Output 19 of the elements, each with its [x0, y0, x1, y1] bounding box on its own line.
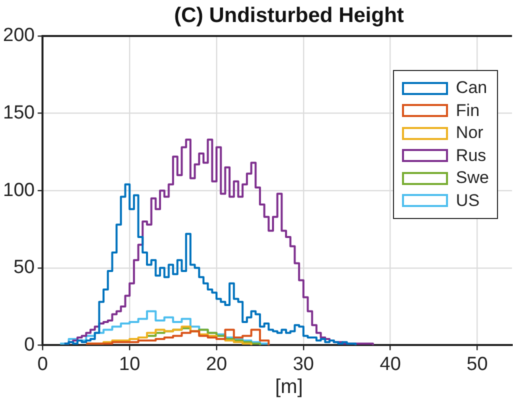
y-tick-label: 100: [3, 180, 35, 201]
legend-label: Rus: [456, 146, 486, 166]
x-tick-label: 40: [380, 354, 401, 375]
x-tick-label: 0: [37, 354, 48, 375]
x-tick-label: 20: [206, 354, 228, 375]
y-tick-label: 0: [24, 334, 35, 356]
x-tick-label: 50: [466, 354, 488, 375]
y-tick-label: 200: [3, 25, 35, 46]
legend-label: Fin: [456, 100, 480, 121]
legend-label: Nor: [456, 123, 484, 144]
legend-label: US: [456, 190, 480, 211]
y-tick-label: 50: [14, 257, 35, 278]
chart-title: (C) Undisturbed Height: [173, 4, 405, 28]
x-axis-title: [m]: [274, 376, 304, 399]
y-tick-label: 150: [3, 102, 35, 124]
x-tick-label: 30: [292, 354, 314, 375]
legend-label: Can: [456, 78, 488, 98]
legend-label: Swe: [456, 168, 489, 188]
x-tick-label: 10: [119, 354, 140, 375]
